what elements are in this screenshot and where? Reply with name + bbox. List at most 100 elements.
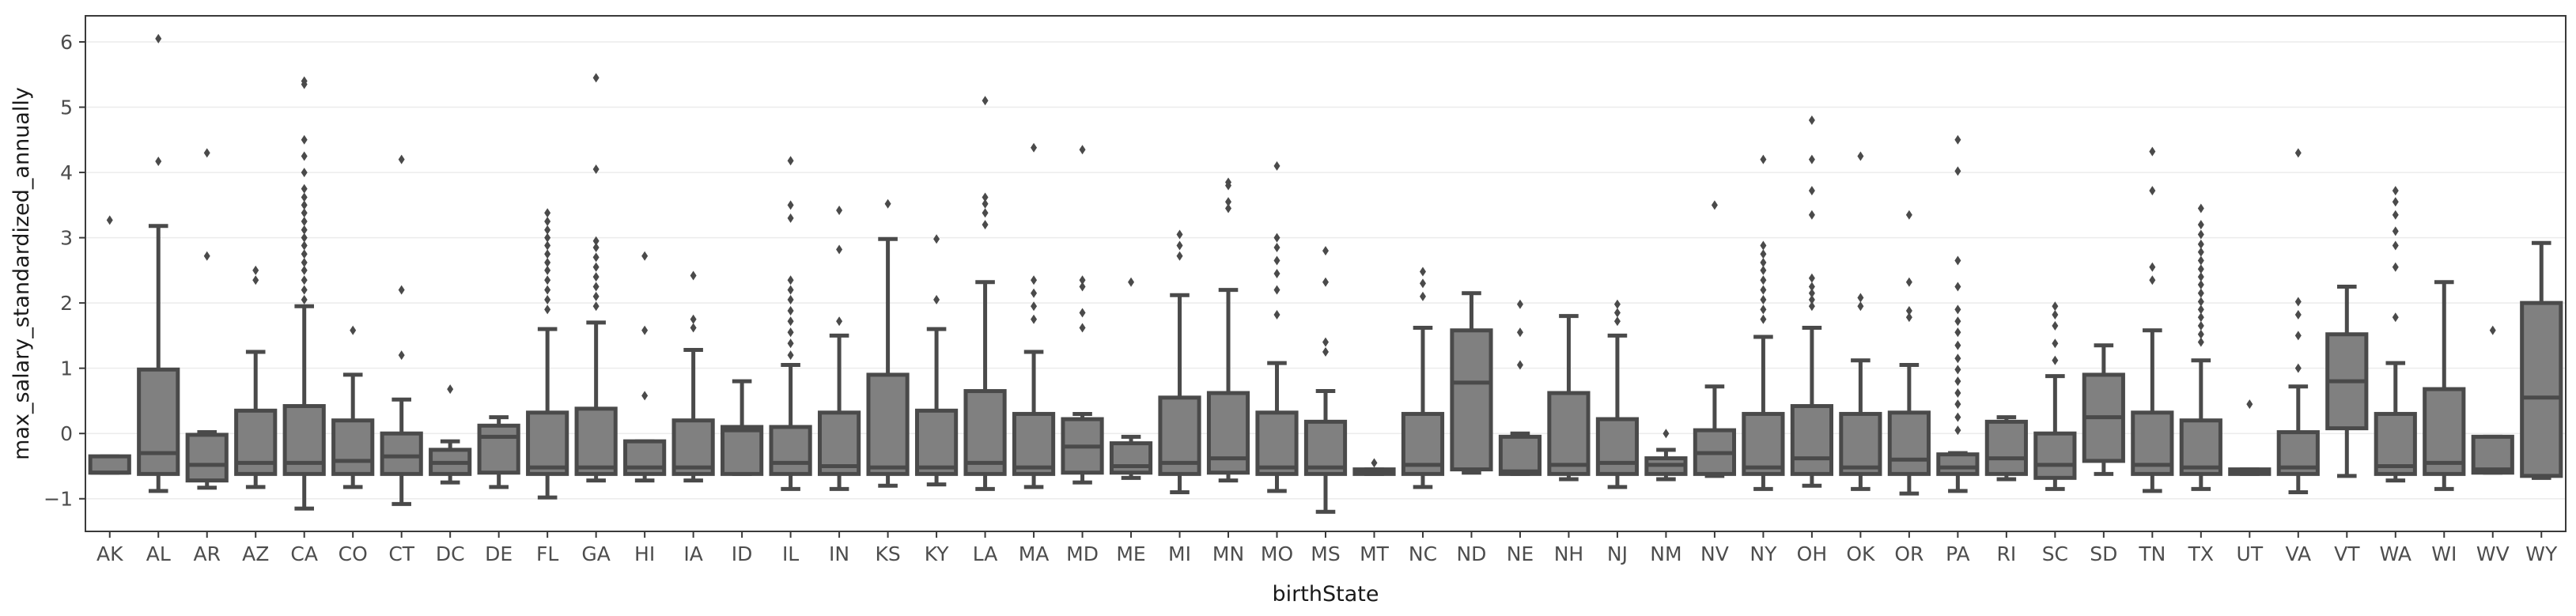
outlier-point [787, 350, 794, 361]
y-tick-label: 4 [60, 161, 73, 184]
x-tick-label: SD [2090, 542, 2117, 565]
outlier-point [252, 275, 259, 285]
box-iqr [963, 389, 1007, 476]
outlier-point [1613, 299, 1621, 309]
outlier-point [1079, 308, 1086, 318]
outlier-point [1954, 134, 1961, 145]
outlier-point [641, 391, 649, 401]
outlier-point [2197, 337, 2204, 347]
x-tick-label: NV [1700, 542, 1729, 565]
x-tick-label: IN [829, 542, 849, 565]
outlier-point [1808, 288, 1815, 298]
x-tick-label: RI [1996, 542, 2016, 565]
box-iqr [1595, 417, 1640, 476]
outlier-point [1273, 232, 1280, 243]
outlier-point [641, 325, 649, 335]
box-mt [1352, 458, 1396, 476]
outlier-point [1516, 327, 1523, 338]
outlier-point [2052, 355, 2059, 365]
outlier-point [301, 265, 308, 275]
x-tick-label: WI [2431, 542, 2457, 565]
outlier-point [2197, 304, 2204, 315]
outlier-point [592, 282, 600, 292]
outlier-point [544, 249, 551, 259]
x-tick-label: VA [2285, 542, 2311, 565]
outlier-point [2052, 301, 2059, 312]
x-axis-ticks: AK AL AR AZ CA CO CT DC DE FL GA HI IA ID IL IN KS KY LA MA… [96, 531, 2558, 565]
outlier-point [301, 295, 308, 305]
outlier-point [2294, 297, 2302, 307]
outlier-point [1176, 240, 1183, 251]
box-tn [2131, 146, 2174, 493]
outlier-point [787, 338, 794, 349]
box-co [331, 325, 375, 489]
outlier-point [301, 275, 308, 285]
outlier-point [1808, 301, 1815, 312]
outlier-point [544, 225, 551, 235]
outlier-point [544, 216, 551, 226]
outlier-point [1954, 166, 1961, 176]
outlier-point [301, 168, 308, 178]
box-il [769, 156, 812, 491]
outlier-point [301, 216, 308, 226]
x-tick-label: KS [875, 542, 900, 565]
outlier-point [1954, 316, 1961, 327]
outlier-point [1079, 282, 1086, 292]
outlier-point [447, 384, 454, 395]
x-tick-label: DC [436, 542, 465, 565]
box-az [234, 265, 278, 489]
x-tick-label: IL [782, 542, 799, 565]
outlier-point [1273, 269, 1280, 278]
box-iqr [2179, 418, 2222, 476]
outlier-point [1954, 412, 1961, 422]
box-nh [1547, 314, 1591, 482]
box-nc [1401, 266, 1445, 489]
outlier-point [1760, 265, 1767, 275]
box-tx [2179, 203, 2222, 491]
outlier-point [1031, 314, 1038, 324]
outlier-point [1128, 277, 1135, 287]
outlier-point [787, 200, 794, 210]
box-nj [1595, 299, 1640, 489]
box-la [963, 96, 1007, 491]
x-tick-label: AZ [242, 542, 269, 565]
x-tick-label: WY [2525, 542, 2558, 565]
box-iqr [1984, 419, 2028, 476]
box-in [818, 205, 861, 491]
outlier-point [301, 257, 308, 267]
outlier-point [2392, 186, 2399, 196]
outlier-point [1079, 145, 1086, 155]
y-axis-label: max_salary_standardized_annually [9, 87, 34, 460]
outlier-point [1954, 365, 1961, 375]
outlier-point [2294, 309, 2302, 319]
x-tick-label: MO [1261, 542, 1293, 565]
box-iqr [88, 454, 131, 475]
outlier-point [787, 285, 794, 295]
box-iqr [914, 408, 959, 476]
outlier-point [544, 285, 551, 295]
outlier-point [1808, 186, 1815, 196]
outlier-point [2149, 186, 2156, 196]
outlier-point [1808, 210, 1815, 220]
outlier-point [301, 151, 308, 161]
box-iqr [1255, 410, 1299, 476]
box-iqr [1547, 391, 1591, 476]
outlier-point [933, 295, 940, 305]
outlier-point [2294, 148, 2302, 158]
outlier-point [301, 240, 308, 251]
outlier-point [690, 314, 697, 324]
outlier-point [1322, 277, 1329, 287]
outlier-point [592, 164, 600, 174]
outlier-point [1954, 340, 1961, 350]
outlier-point [1031, 275, 1038, 285]
x-tick-label: ID [732, 542, 753, 565]
outlier-point [544, 295, 551, 305]
box-vt [2325, 285, 2369, 478]
outlier-point [1225, 197, 1232, 207]
outlier-point [544, 208, 551, 218]
x-tick-label: PA [1946, 542, 1970, 565]
x-tick-label: NJ [1607, 542, 1628, 565]
outlier-point [544, 304, 551, 315]
outlier-point [2489, 325, 2496, 335]
outlier-point [2392, 312, 2399, 323]
